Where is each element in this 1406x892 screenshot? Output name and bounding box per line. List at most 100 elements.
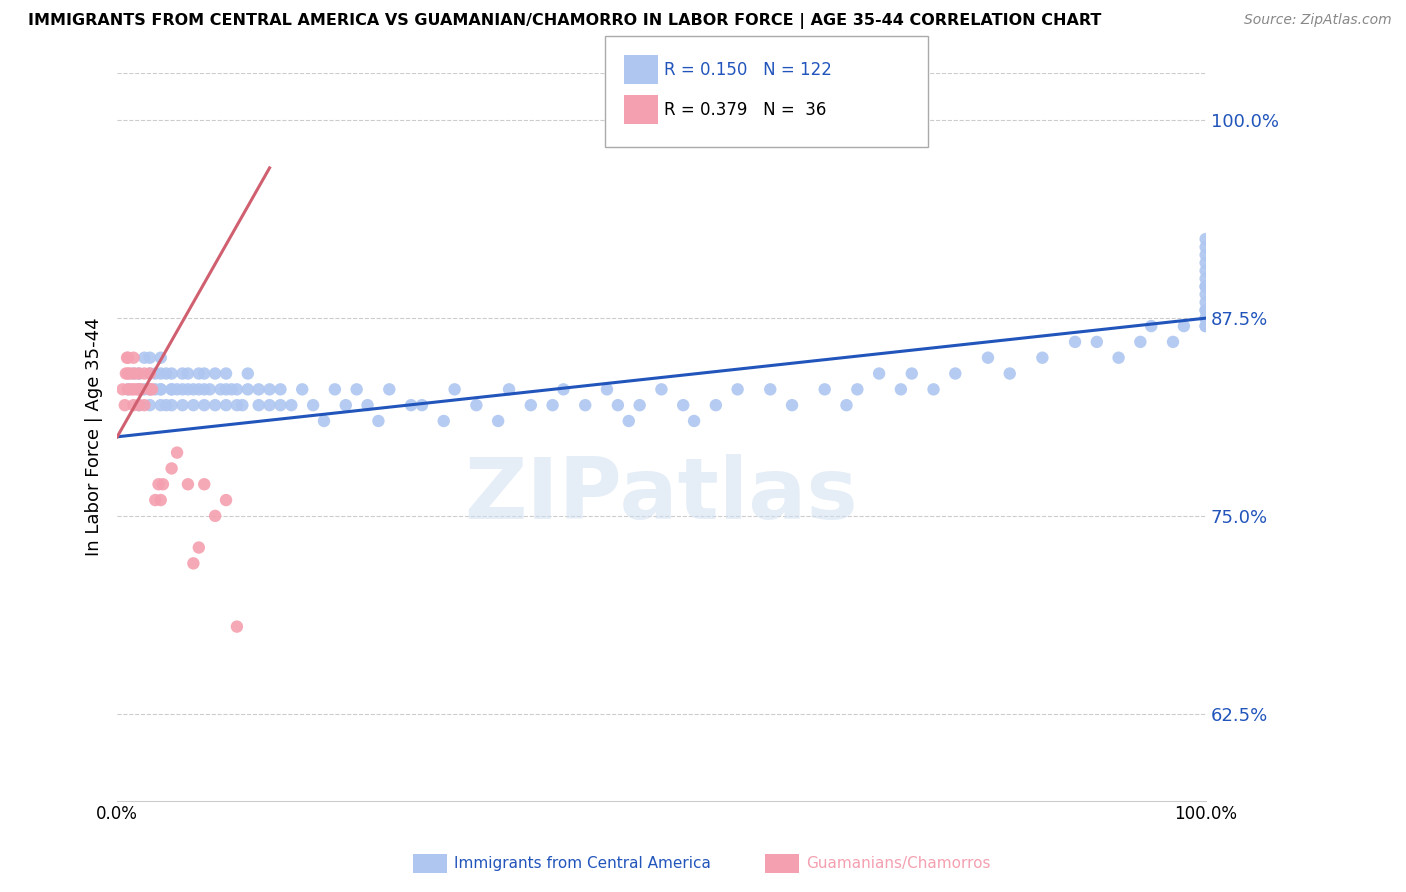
Point [117,367,139,381]
Point [574,398,596,412]
Point [149,367,172,381]
Point [1195,279,1218,293]
Point [124,367,146,381]
Point [177,477,200,491]
Point [160,398,183,412]
Point [226,619,249,633]
Point [183,557,205,571]
Point [1195,303,1218,318]
Point [160,382,183,396]
Text: Immigrants from Central America: Immigrants from Central America [454,856,711,871]
Point [111,382,134,396]
Point [399,398,422,412]
Point [183,382,205,396]
Point [628,398,651,412]
Point [1195,271,1218,285]
Point [1195,311,1218,326]
Point [335,398,357,412]
Point [198,382,221,396]
Point [139,382,162,396]
Point [1140,319,1163,334]
Point [120,382,142,396]
Point [172,398,194,412]
Point [443,382,465,396]
Point [128,382,150,396]
Y-axis label: In Labor Force | Age 35-44: In Labor Force | Age 35-44 [86,318,103,556]
Point [143,493,166,508]
Point [1195,319,1218,334]
Point [152,477,174,491]
Point [378,382,401,396]
Point [541,398,564,412]
Point [269,382,291,396]
Point [128,367,150,381]
Point [215,398,238,412]
Point [120,367,142,381]
Point [149,382,172,396]
Point [128,398,150,412]
Point [236,382,259,396]
Point [1195,232,1218,246]
Point [1195,248,1218,262]
Point [155,367,177,381]
Point [209,382,232,396]
Point [1195,287,1218,301]
Point [134,398,156,412]
Point [269,398,291,412]
Point [134,382,156,396]
Point [215,493,238,508]
Point [411,398,433,412]
Point [433,414,456,428]
Point [143,367,166,381]
Point [247,382,270,396]
Point [302,398,325,412]
Point [683,414,706,428]
Point [1173,319,1195,334]
Point [1129,334,1152,349]
Point [312,414,335,428]
Point [465,398,488,412]
Point [596,382,619,396]
Point [166,382,188,396]
Point [204,398,226,412]
Point [520,398,543,412]
Point [498,382,520,396]
Point [139,382,162,396]
Point [704,398,727,412]
Point [236,367,259,381]
Point [606,398,628,412]
Point [149,351,172,365]
Point [166,445,188,459]
Point [193,477,215,491]
Point [1161,334,1184,349]
Point [204,508,226,523]
Point [846,382,869,396]
Point [134,367,156,381]
Point [160,367,183,381]
Point [553,382,575,396]
Point [221,382,243,396]
Point [129,382,152,396]
Point [204,367,226,381]
Point [215,367,238,381]
Point [247,398,270,412]
Point [193,367,215,381]
Point [160,382,183,396]
Point [280,398,302,412]
Point [193,398,215,412]
Point [149,398,172,412]
Point [486,414,509,428]
Point [868,367,890,381]
Point [922,382,945,396]
Point [1064,334,1087,349]
Point [122,398,145,412]
Point [139,351,162,365]
Point [780,398,803,412]
Point [998,367,1021,381]
Text: Source: ZipAtlas.com: Source: ZipAtlas.com [1244,13,1392,28]
Point [134,351,156,365]
Point [177,382,200,396]
Point [759,382,782,396]
Point [128,382,150,396]
Point [172,382,194,396]
